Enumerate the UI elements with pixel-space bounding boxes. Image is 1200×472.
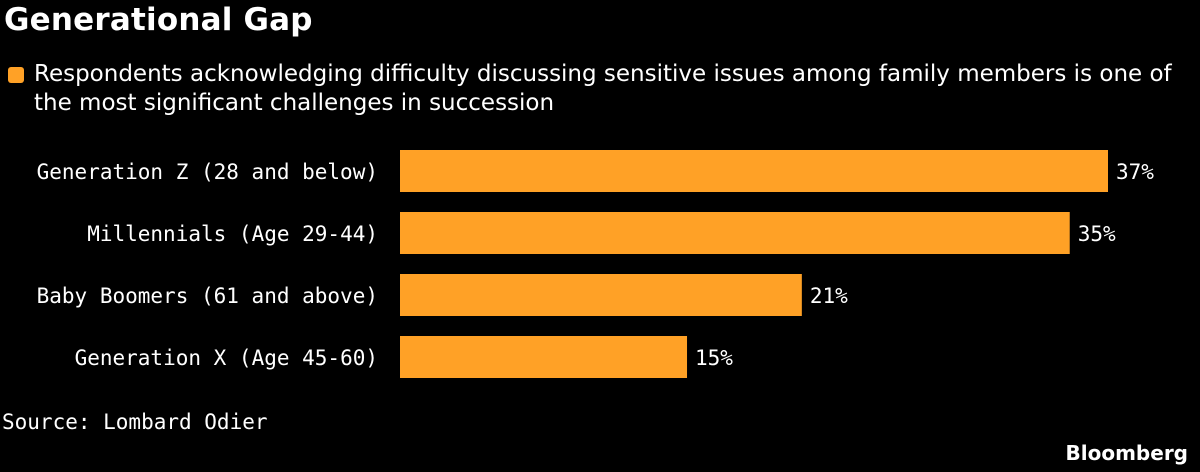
- value-label: 37%: [1116, 160, 1154, 184]
- value-label: 21%: [810, 284, 848, 308]
- value-label: 35%: [1078, 222, 1116, 246]
- category-label: Generation X (Age 45-60): [75, 346, 378, 370]
- value-label: 15%: [695, 346, 733, 370]
- brand-logo: Bloomberg: [1065, 441, 1188, 465]
- category-label: Baby Boomers (61 and above): [37, 284, 378, 308]
- legend-swatch: [8, 67, 24, 83]
- bar: [400, 212, 1070, 254]
- bar: [400, 336, 688, 378]
- chart-title: Generational Gap: [4, 2, 313, 38]
- bar: [400, 274, 802, 316]
- source-note: Source: Lombard Odier: [2, 410, 268, 434]
- bar: [400, 150, 1108, 192]
- legend-label: Respondents acknowledging difficulty dis…: [34, 61, 1172, 116]
- category-label: Generation Z (28 and below): [37, 160, 378, 184]
- category-label: Millennials (Age 29-44): [87, 222, 378, 246]
